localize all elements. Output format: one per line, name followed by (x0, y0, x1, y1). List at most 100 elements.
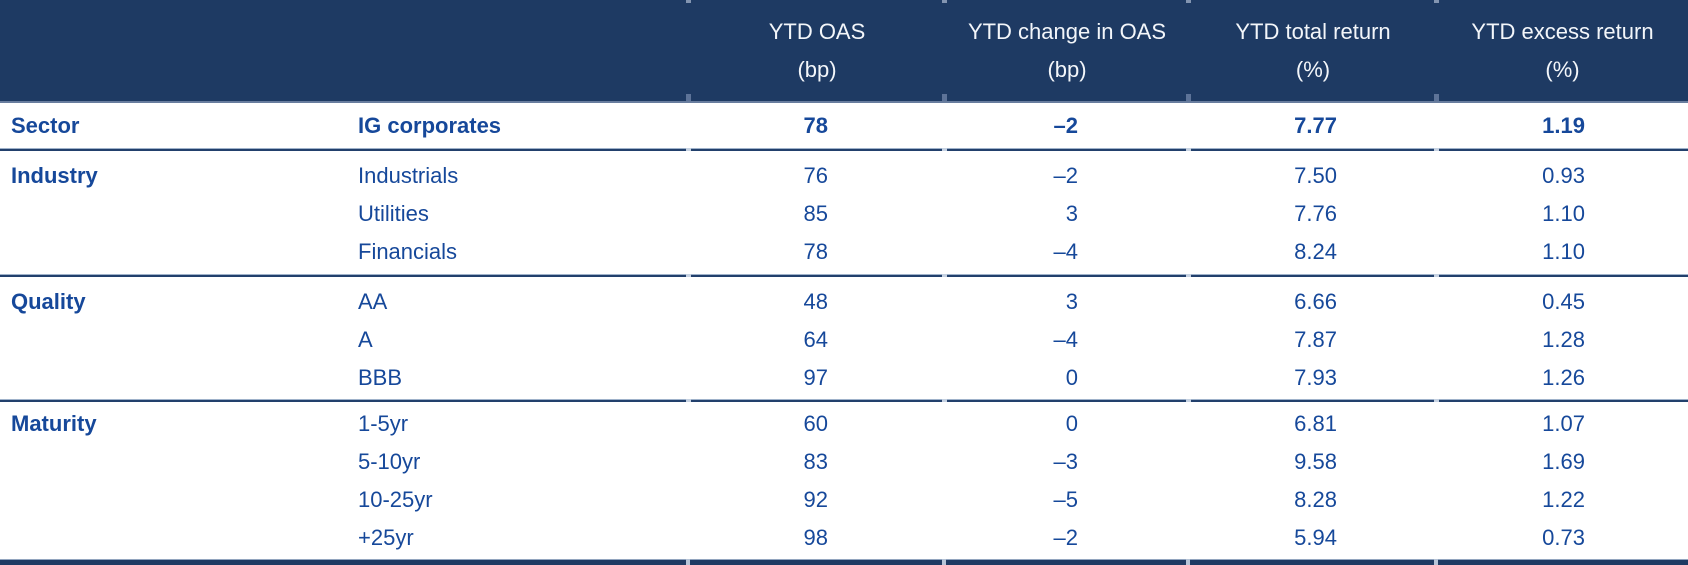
ytd-total-return-value: 7.50 (1294, 163, 1337, 188)
header-ytd-change-oas: YTD change in OAS (bp) (945, 0, 1189, 101)
column-border-tick (1434, 94, 1439, 101)
ytd-excess-return-value: 0.73 (1542, 525, 1585, 550)
divider-break (686, 399, 691, 402)
ytd-oas-value: 60 (803, 411, 828, 436)
header-ytd-change-oas-unit: (bp) (1047, 57, 1087, 82)
segment-cell: BBB (358, 365, 403, 390)
section-divider (0, 399, 1688, 402)
column-border-tick (942, 94, 947, 101)
segment-cell: 5-10yr (358, 449, 421, 474)
divider-break (1186, 148, 1191, 151)
ytd-oas-value: 85 (803, 201, 828, 226)
column-border-tick (1434, 0, 1439, 3)
table-row: 5-10yr 83 –3 9.58 1.69 (0, 443, 1688, 481)
divider-break (686, 148, 691, 151)
header-ytd-total-return: YTD total return (%) (1189, 0, 1437, 101)
ytd-oas-value: 48 (803, 289, 828, 314)
category-cell (0, 233, 345, 271)
ytd-oas-value: 97 (803, 365, 828, 390)
ytd-excess-return-value: 1.07 (1542, 411, 1585, 436)
header-ytd-change-oas-label: YTD change in OAS (967, 19, 1167, 44)
category-cell: Industry (11, 163, 98, 188)
table-row: BBB 97 0 7.93 1.26 (0, 359, 1688, 397)
ytd-excess-return-value: 1.10 (1542, 201, 1585, 226)
column-border-tick (1186, 0, 1191, 3)
ytd-change-oas-value: –5 (1053, 487, 1078, 512)
ytd-change-oas-value: –4 (1053, 327, 1078, 352)
header-ytd-excess-return-label: YTD excess return (1471, 19, 1654, 44)
divider-break (1434, 559, 1438, 565)
table-row: Maturity 1-5yr 60 0 6.81 1.07 (0, 405, 1688, 443)
table-row: A 64 –4 7.87 1.28 (0, 321, 1688, 359)
segment-cell: IG corporates (358, 113, 502, 138)
section-divider (0, 148, 1688, 151)
ytd-oas-value: 78 (803, 239, 828, 264)
header-ytd-oas: YTD OAS (bp) (689, 0, 945, 101)
segment-cell: A (358, 327, 373, 352)
table-row: 10-25yr 92 –5 8.28 1.22 (0, 481, 1688, 519)
category-cell: Maturity (11, 411, 97, 436)
header-category-cell (0, 0, 345, 101)
column-border-tick (1186, 94, 1191, 101)
ytd-total-return-value: 8.24 (1294, 239, 1337, 264)
category-cell (0, 321, 345, 359)
ytd-total-return-value: 6.66 (1294, 289, 1337, 314)
table-bottom-border (0, 559, 1688, 565)
divider-break (1186, 559, 1190, 565)
ytd-excess-return-value: 1.28 (1542, 327, 1585, 352)
ytd-excess-return-value: 1.69 (1542, 449, 1585, 474)
ytd-oas-value: 83 (803, 449, 828, 474)
ytd-excess-return-value: 1.10 (1542, 239, 1585, 264)
ytd-excess-return-value: 0.45 (1542, 289, 1585, 314)
section-maturity: Maturity 1-5yr 60 0 6.81 1.07 5-10yr 83 … (0, 402, 1688, 559)
category-cell: Quality (11, 289, 86, 314)
segment-cell: Utilities (358, 201, 429, 226)
category-cell (0, 359, 345, 397)
ytd-excess-return-value: 1.22 (1542, 487, 1585, 512)
table-row-sector: Sector IG corporates 78 –2 7.77 1.19 (0, 103, 1688, 148)
ytd-total-return-value: 7.87 (1294, 327, 1337, 352)
ytd-change-oas-value: 0 (1065, 365, 1078, 390)
divider-break (1186, 274, 1191, 277)
header-ytd-oas-label: YTD OAS (768, 19, 866, 44)
segment-cell: +25yr (358, 525, 414, 550)
ytd-change-oas-value: –4 (1053, 239, 1078, 264)
ytd-change-oas-value: 3 (1065, 289, 1078, 314)
ytd-oas-value: 64 (803, 327, 828, 352)
ytd-total-return-value: 9.58 (1294, 449, 1337, 474)
ytd-change-oas-value: 3 (1065, 201, 1078, 226)
header-ytd-excess-return: YTD excess return (%) (1437, 0, 1688, 101)
category-cell (0, 481, 345, 519)
table-row: +25yr 98 –2 5.94 0.73 (0, 519, 1688, 557)
divider-break (942, 399, 947, 402)
ytd-change-oas-value: –2 (1053, 113, 1078, 138)
header-segment-cell (345, 0, 689, 101)
divider-break (686, 274, 691, 277)
ytd-change-oas-value: –2 (1053, 525, 1078, 550)
divider-break (686, 559, 690, 565)
header-ytd-excess-return-unit: (%) (1545, 57, 1580, 82)
divider-break (1434, 274, 1439, 277)
ytd-excess-return-value: 1.26 (1542, 365, 1585, 390)
header-ytd-oas-unit: (bp) (797, 57, 837, 82)
ytd-oas-value: 98 (803, 525, 828, 550)
ytd-total-return-value: 7.77 (1294, 113, 1337, 138)
table-row: Industry Industrials 76 –2 7.50 0.93 (0, 157, 1688, 195)
ytd-change-oas-value: –2 (1053, 163, 1078, 188)
category-cell (0, 443, 345, 481)
segment-cell: Financials (358, 239, 458, 264)
header-ytd-total-return-label: YTD total return (1235, 19, 1391, 44)
segment-cell: AA (358, 289, 388, 314)
ytd-total-return-value: 7.76 (1294, 201, 1337, 226)
section-industry: Industry Industrials 76 –2 7.50 0.93 Uti… (0, 151, 1688, 274)
ytd-oas-value: 78 (803, 113, 828, 138)
column-border-tick (686, 94, 691, 101)
ytd-total-return-value: 8.28 (1294, 487, 1337, 512)
segment-cell: 10-25yr (358, 487, 433, 512)
segment-cell: 1-5yr (358, 411, 409, 436)
category-cell: Sector (11, 113, 80, 138)
divider-break (942, 274, 947, 277)
ytd-oas-value: 76 (803, 163, 828, 188)
ytd-total-return-value: 6.81 (1294, 411, 1337, 436)
